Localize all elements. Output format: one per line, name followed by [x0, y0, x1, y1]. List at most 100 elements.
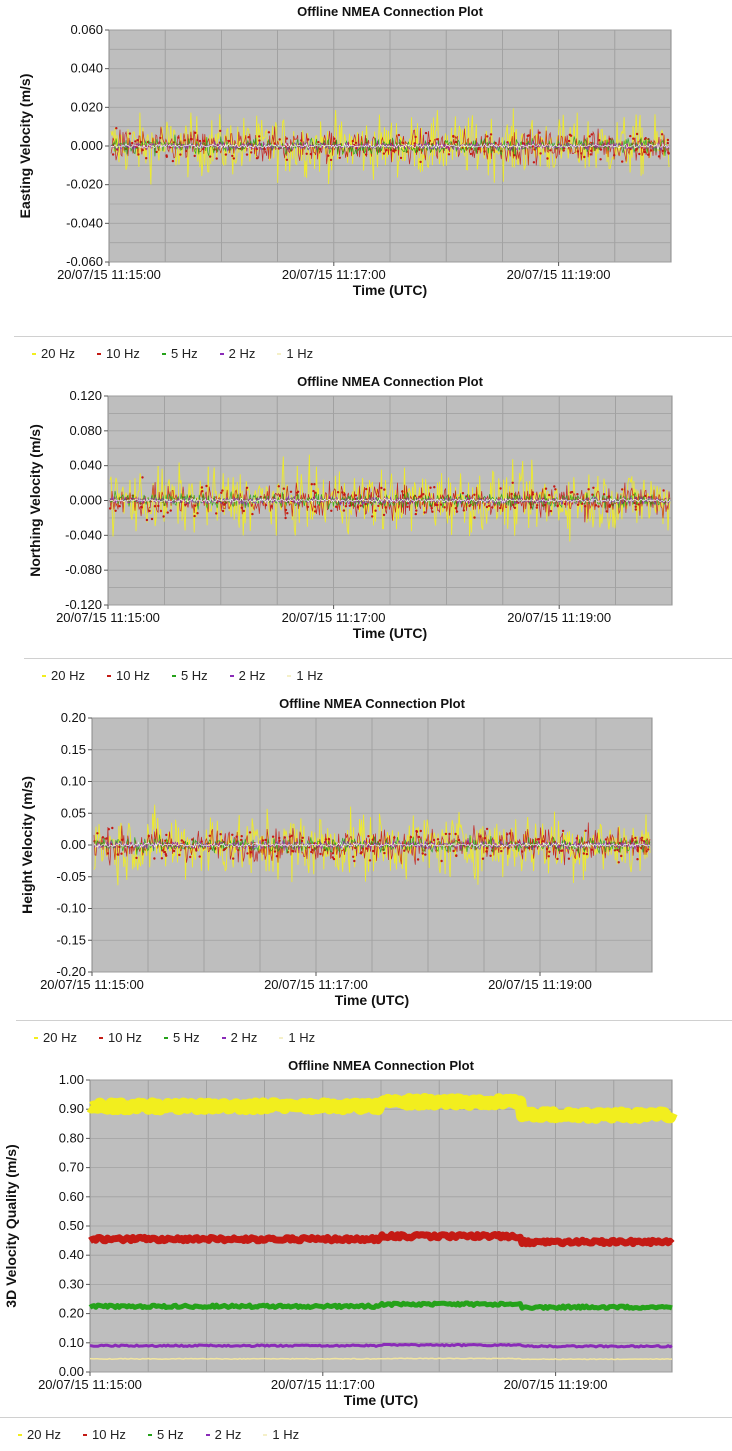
legend-item: 1 Hz	[263, 1427, 299, 1442]
data-point	[499, 487, 502, 490]
data-point	[215, 157, 218, 160]
data-point	[592, 486, 595, 489]
data-point	[634, 836, 637, 840]
legend-item: 5 Hz	[161, 346, 198, 361]
data-point	[531, 493, 535, 496]
x-tick-label: 20/07/15 11:19:00	[507, 610, 611, 625]
data-point	[354, 141, 358, 145]
y-tick-label: 0.000	[69, 493, 102, 508]
data-point	[134, 140, 137, 143]
data-point	[221, 509, 225, 513]
data-point	[536, 838, 539, 841]
data-point	[371, 838, 374, 841]
data-point	[645, 850, 648, 853]
data-point	[165, 154, 168, 157]
data-point	[590, 133, 593, 136]
data-point	[406, 505, 409, 508]
data-point	[591, 493, 594, 496]
data-point	[145, 518, 149, 522]
data-point	[599, 148, 603, 151]
data-point	[510, 492, 513, 496]
data-point	[307, 138, 310, 141]
data-point	[277, 485, 280, 488]
data-point	[153, 857, 156, 860]
data-point	[312, 489, 315, 493]
data-point	[618, 841, 621, 845]
legend-item: 20 Hz	[42, 668, 85, 683]
data-point	[657, 155, 661, 158]
x-tick-label: 20/07/15 11:15:00	[38, 1377, 142, 1392]
data-point	[367, 835, 370, 838]
data-point	[452, 849, 455, 853]
data-point	[637, 503, 640, 506]
data-point	[546, 157, 549, 160]
data-point	[489, 133, 493, 136]
data-point	[166, 511, 169, 514]
legend-swatch	[221, 1036, 226, 1039]
data-point	[500, 849, 503, 853]
legend-label: 20 Hz	[41, 346, 75, 361]
data-point	[351, 139, 355, 143]
chart-panel-1: Offline NMEA Connection Plot 0.060 0.040 0.…	[14, 0, 732, 370]
data-point	[414, 512, 417, 516]
data-point	[193, 514, 196, 518]
data-point	[264, 503, 268, 507]
data-point	[399, 156, 403, 160]
data-point	[283, 836, 286, 839]
data-point	[423, 511, 426, 514]
data-point	[177, 136, 180, 139]
data-point	[96, 832, 99, 835]
legend-item: 10 Hz	[96, 346, 140, 361]
data-point	[136, 139, 139, 142]
data-point	[440, 503, 443, 506]
data-point	[270, 505, 273, 508]
data-point	[155, 150, 158, 154]
chart-legend: 20 Hz 10 Hz 5 Hz 2 Hz 1 Hz	[0, 1417, 732, 1451]
data-point	[587, 488, 590, 491]
data-point	[620, 854, 623, 858]
data-point	[242, 509, 245, 513]
legend-swatch	[277, 352, 282, 355]
x-axis-title: Time (UTC)	[353, 625, 427, 641]
data-point	[288, 835, 292, 838]
data-point	[145, 157, 148, 160]
legend-label: 5 Hz	[156, 1427, 184, 1442]
data-point	[434, 503, 437, 506]
chart-svg: Offline NMEA Connection Plot 1.00 0.90 0.80…	[3, 1058, 678, 1408]
legend-item: 10 Hz	[82, 1427, 126, 1442]
series-line	[93, 841, 651, 849]
data-point	[300, 139, 303, 142]
legend-item: 2 Hz	[205, 1427, 242, 1442]
y-tick-label: 0.05	[61, 805, 86, 820]
data-point	[220, 491, 223, 494]
data-point	[666, 138, 670, 142]
data-point	[440, 859, 443, 863]
data-point	[365, 847, 368, 850]
y-tick-label: 0.00	[59, 1364, 84, 1379]
data-point	[433, 486, 436, 489]
data-point	[486, 135, 489, 138]
data-point	[194, 131, 197, 134]
chart-legend: 20 Hz 10 Hz 5 Hz 2 Hz 1 Hz	[14, 336, 732, 370]
data-point	[278, 839, 281, 842]
chart-legend: 20 Hz 10 Hz 5 Hz 2 Hz 1 Hz	[24, 658, 732, 692]
y-tick-label: -0.080	[65, 562, 102, 577]
data-point	[660, 133, 664, 136]
data-point	[258, 139, 261, 142]
data-point	[621, 160, 624, 163]
data-point	[327, 154, 330, 157]
data-point	[431, 510, 434, 513]
legend-swatch	[163, 1036, 168, 1039]
series-5hz	[88, 1300, 673, 1311]
legend-label: 2 Hz	[214, 1427, 242, 1442]
data-point	[481, 857, 485, 860]
data-point	[246, 852, 249, 855]
data-point	[629, 134, 632, 138]
chart-svg: Offline NMEA Connection Plot 0.120 0.080 0.…	[27, 374, 673, 641]
legend-swatch	[98, 1036, 103, 1039]
y-tick-label: -0.060	[66, 254, 103, 269]
data-point	[585, 852, 589, 856]
data-point	[457, 838, 461, 842]
data-point	[310, 850, 313, 854]
legend-label: 2 Hz	[228, 346, 256, 361]
